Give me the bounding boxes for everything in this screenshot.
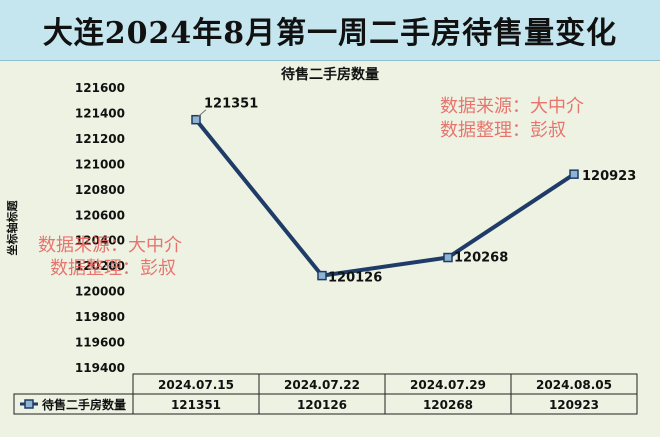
y-tick-label: 120200 [75, 259, 125, 273]
table-value: 121351 [171, 398, 221, 412]
y-tick-label: 121000 [75, 157, 125, 171]
banner: 大连2024年8月第一周二手房待售量变化 [0, 0, 660, 61]
y-tick-label: 121400 [75, 106, 125, 120]
y-tick-label: 119800 [75, 310, 125, 324]
data-point [569, 169, 579, 179]
x-category-label: 2024.08.05 [536, 378, 612, 392]
chart-area: 待售二手房数量 坐标轴标题 119400 119600 119800 120000 1202… [0, 61, 660, 437]
table-value: 120923 [549, 398, 599, 412]
x-category-label: 2024.07.22 [284, 378, 360, 392]
watermark-author: 数据整理：彭叔 [440, 120, 566, 141]
legend-marker [24, 399, 34, 409]
x-category-label: 2024.07.29 [410, 378, 486, 392]
data-label: 120923 [582, 169, 636, 184]
data-label: 121351 [204, 97, 258, 112]
y-tick-label: 119600 [75, 336, 125, 350]
x-category-label: 2024.07.15 [158, 378, 234, 392]
table-value: 120126 [297, 398, 347, 412]
y-tick-label: 120000 [75, 285, 125, 299]
watermark-source: 数据来源：大中介 [38, 235, 182, 256]
data-point [443, 252, 453, 263]
data-point [191, 114, 201, 125]
chart-title: 待售二手房数量 [281, 66, 379, 83]
watermark-source: 数据来源：大中介 [440, 96, 584, 117]
series-line [194, 118, 576, 278]
table-value: 120268 [423, 398, 473, 412]
data-label: 120268 [454, 251, 508, 266]
banner-title: 大连2024年8月第一周二手房待售量变化 [42, 16, 618, 51]
y-tick-label: 120400 [75, 234, 125, 248]
y-tick-label: 121200 [75, 132, 125, 146]
y-tick-label: 121600 [75, 81, 125, 95]
data-label: 120126 [328, 271, 382, 286]
table-value-row [13, 393, 638, 415]
line-chart: 待售二手房数量坐标轴标题1194001196001198001200001202… [5, 66, 638, 415]
watermark-author: 数据整理：彭叔 [50, 258, 176, 279]
data-point [317, 270, 327, 281]
y-axis-label: 坐标轴标题 [5, 200, 19, 256]
data-label-leader [197, 109, 207, 118]
y-tick-label: 120800 [75, 183, 125, 197]
legend-series-name: 待售二手房数量 [42, 397, 126, 412]
y-tick-label: 119400 [75, 361, 125, 375]
y-tick-label: 120600 [75, 208, 125, 222]
